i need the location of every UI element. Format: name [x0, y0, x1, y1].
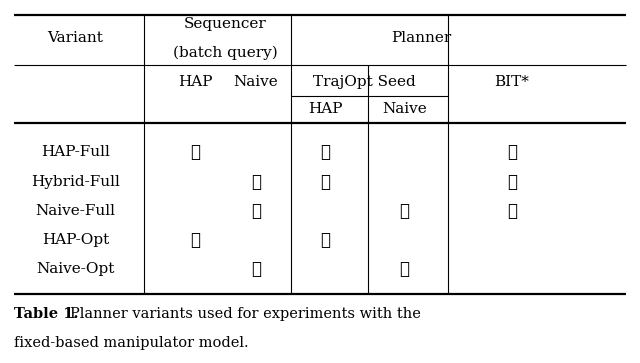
Text: Planner: Planner [392, 31, 452, 45]
Text: ✓: ✓ [251, 203, 261, 220]
Text: (batch query): (batch query) [173, 45, 278, 60]
Text: fixed-based manipulator model.: fixed-based manipulator model. [14, 336, 249, 350]
Text: ✓: ✓ [507, 174, 517, 191]
Text: Naive-Opt: Naive-Opt [36, 262, 115, 276]
Text: TrajOpt Seed: TrajOpt Seed [314, 75, 416, 89]
Text: HAP: HAP [308, 102, 342, 116]
Text: Sequencer: Sequencer [184, 17, 267, 31]
Text: ✓: ✓ [320, 232, 330, 249]
Text: Variant: Variant [47, 31, 104, 45]
Text: Hybrid-Full: Hybrid-Full [31, 175, 120, 189]
Text: ✓: ✓ [190, 144, 200, 161]
Text: HAP: HAP [178, 75, 212, 89]
Text: ✓: ✓ [251, 261, 261, 278]
Text: ✓: ✓ [399, 203, 410, 220]
Text: Planner variants used for experiments with the: Planner variants used for experiments wi… [70, 307, 421, 321]
Text: ✓: ✓ [190, 232, 200, 249]
Text: ✓: ✓ [320, 144, 330, 161]
Text: HAP-Full: HAP-Full [41, 146, 110, 159]
Text: ✓: ✓ [507, 144, 517, 161]
Text: ✓: ✓ [507, 203, 517, 220]
Text: Naive: Naive [382, 102, 427, 116]
Text: Naive: Naive [234, 75, 278, 89]
Text: ✓: ✓ [320, 174, 330, 191]
Text: HAP-Opt: HAP-Opt [42, 233, 109, 247]
Text: Table 1.: Table 1. [14, 307, 79, 321]
Text: ✓: ✓ [399, 261, 410, 278]
Text: ✓: ✓ [251, 174, 261, 191]
Text: Naive-Full: Naive-Full [35, 204, 115, 218]
Text: BIT*: BIT* [495, 75, 529, 89]
